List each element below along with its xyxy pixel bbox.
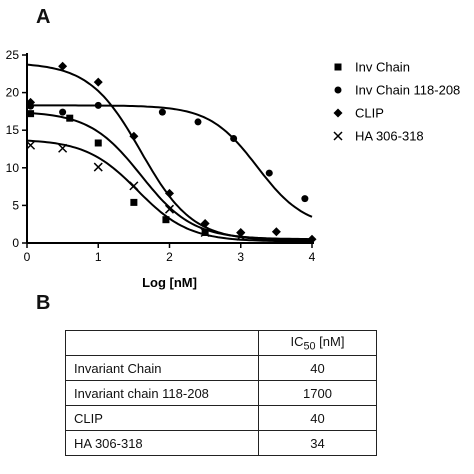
data-point	[93, 162, 103, 172]
data-point	[307, 234, 317, 244]
table-cell-value: 34	[258, 430, 377, 456]
y-tick-label: 10	[6, 161, 20, 175]
data-point	[93, 77, 103, 87]
fit-curves	[26, 63, 313, 243]
table-cell-value: 40	[258, 405, 377, 431]
panel-label-b: B	[36, 292, 51, 314]
data-point	[194, 118, 202, 126]
data-point	[129, 181, 139, 191]
table-row: CLIP 40	[65, 405, 377, 431]
ic50-label: IC	[290, 333, 304, 349]
table-row: HA 306-318 34	[65, 430, 377, 456]
data-point	[26, 140, 36, 150]
data-point	[158, 108, 166, 116]
fit-curve	[26, 111, 312, 241]
fit-curve	[26, 139, 312, 243]
legend-label: Inv Chain 118-208	[355, 83, 460, 98]
x-tick-label: 3	[237, 250, 244, 264]
table-cell-name: CLIP	[65, 405, 259, 431]
data-point	[58, 61, 68, 71]
legend-marker	[334, 86, 342, 94]
data-point	[265, 169, 273, 177]
data-point	[165, 188, 174, 198]
legend-label: HA 306-318	[355, 129, 424, 144]
y-tick-label: 25	[6, 48, 20, 62]
ic50-table: IC50 [nM] Invariant Chain 40 Invariant c…	[65, 330, 377, 456]
legend-marker	[333, 131, 343, 141]
x-tick-label: 0	[24, 250, 31, 264]
x-tick-label: 2	[166, 250, 173, 264]
data-point	[164, 204, 175, 214]
table-header-name	[65, 330, 259, 356]
data-point	[200, 227, 210, 238]
fit-curve	[26, 63, 312, 242]
legend-marker	[333, 108, 343, 118]
ic50-unit: [nM]	[315, 333, 345, 349]
fit-curve	[27, 104, 313, 218]
data-point	[94, 101, 102, 109]
table-cell-name: Invariant Chain	[65, 355, 259, 381]
data-point	[230, 134, 238, 142]
chart-axes: 0 5 10 15 20 25 0 1 2 3 4 Log [nM]	[6, 48, 316, 290]
x-tick-label: 4	[309, 250, 316, 264]
data-point	[130, 198, 138, 206]
data-point	[94, 139, 102, 147]
y-tick-label: 5	[12, 198, 19, 212]
data-points	[26, 61, 317, 244]
data-point	[271, 227, 281, 237]
data-point	[236, 231, 246, 241]
chart-legend: Inv Chain Inv Chain 118-208 CLIP HA 306-318	[333, 60, 460, 144]
data-point	[59, 108, 67, 116]
legend-label: CLIP	[355, 106, 384, 121]
table-cell-name: Invariant chain 118-208	[65, 380, 259, 406]
ic50-subscript: 50	[303, 340, 316, 353]
data-point	[27, 110, 35, 118]
legend-marker	[334, 63, 342, 71]
data-point	[162, 216, 170, 224]
x-tick-label: 1	[95, 250, 102, 264]
legend-label: Inv Chain	[355, 60, 410, 75]
data-point	[58, 143, 68, 153]
table-header-ic50: IC50 [nM]	[258, 330, 377, 356]
panel-label-a: A	[36, 6, 51, 28]
data-point	[129, 131, 139, 141]
y-tick-label: 0	[12, 236, 19, 250]
data-point	[200, 218, 210, 228]
table-cell-value: 1700	[258, 380, 377, 406]
y-tick-label: 20	[6, 86, 20, 100]
table-cell-name: HA 306-318	[65, 430, 259, 456]
table-header-row: IC50 [nM]	[65, 330, 377, 356]
table-row: Invariant Chain 40	[65, 355, 377, 381]
y-tick-label: 15	[6, 123, 20, 137]
data-point	[66, 114, 74, 122]
data-point	[301, 195, 309, 203]
table-cell-value: 40	[258, 355, 377, 381]
table-row: Invariant chain 118-208 1700	[65, 380, 377, 406]
x-axis-label: Log [nM]	[142, 275, 197, 290]
data-point	[26, 97, 36, 107]
